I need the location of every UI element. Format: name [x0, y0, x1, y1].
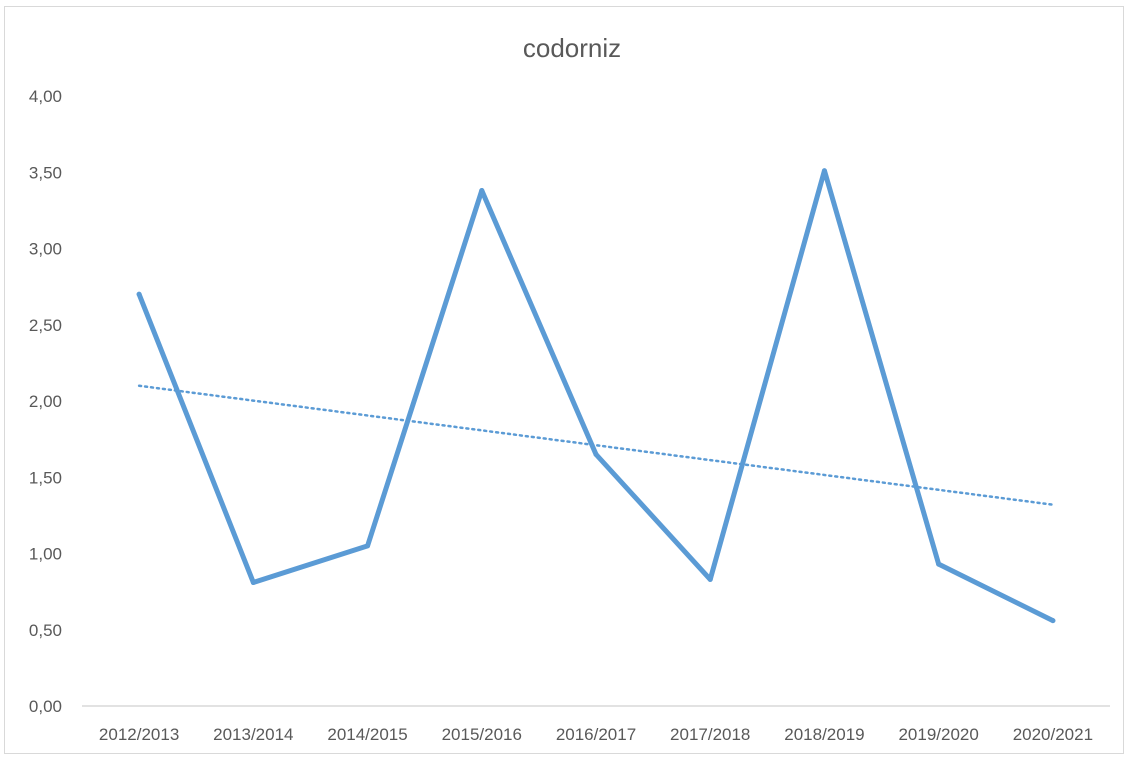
y-axis-labels: 0,00 0,50 1,00 1,50 2,00 2,50 3,00 3,50 4,00 — [29, 87, 62, 716]
data-point — [136, 291, 142, 297]
data-point — [707, 576, 713, 582]
data-point — [936, 561, 942, 567]
x-tick-label: 2012/2013 — [99, 725, 179, 744]
x-axis-labels: 2012/2013 2013/2014 2014/2015 2015/2016 2016… — [99, 725, 1093, 744]
series-line — [136, 168, 1056, 624]
x-tick-label: 2017/2018 — [670, 725, 750, 744]
y-tick-label: 1,50 — [29, 468, 62, 487]
y-tick-label: 1,00 — [29, 545, 62, 564]
y-tick-label: 3,50 — [29, 163, 62, 182]
x-tick-label: 2013/2014 — [213, 725, 293, 744]
y-tick-label: 0,00 — [29, 697, 62, 716]
x-tick-label: 2015/2016 — [442, 725, 522, 744]
x-tick-label: 2014/2015 — [327, 725, 407, 744]
y-tick-label: 3,00 — [29, 240, 62, 259]
y-tick-label: 0,50 — [29, 621, 62, 640]
data-point — [593, 451, 599, 457]
chart-title: codorniz — [523, 33, 621, 63]
x-tick-label: 2018/2019 — [784, 725, 864, 744]
y-tick-label: 2,50 — [29, 316, 62, 335]
trendline — [137, 384, 1055, 506]
data-point — [821, 168, 827, 174]
y-tick-label: 4,00 — [29, 87, 62, 106]
data-point — [250, 579, 256, 585]
x-tick-label: 2016/2017 — [556, 725, 636, 744]
data-point — [365, 543, 371, 549]
x-tick-label: 2020/2021 — [1013, 725, 1093, 744]
y-tick-label: 2,00 — [29, 392, 62, 411]
x-tick-label: 2019/2020 — [898, 725, 978, 744]
data-point — [479, 188, 485, 194]
data-point — [1050, 618, 1056, 624]
